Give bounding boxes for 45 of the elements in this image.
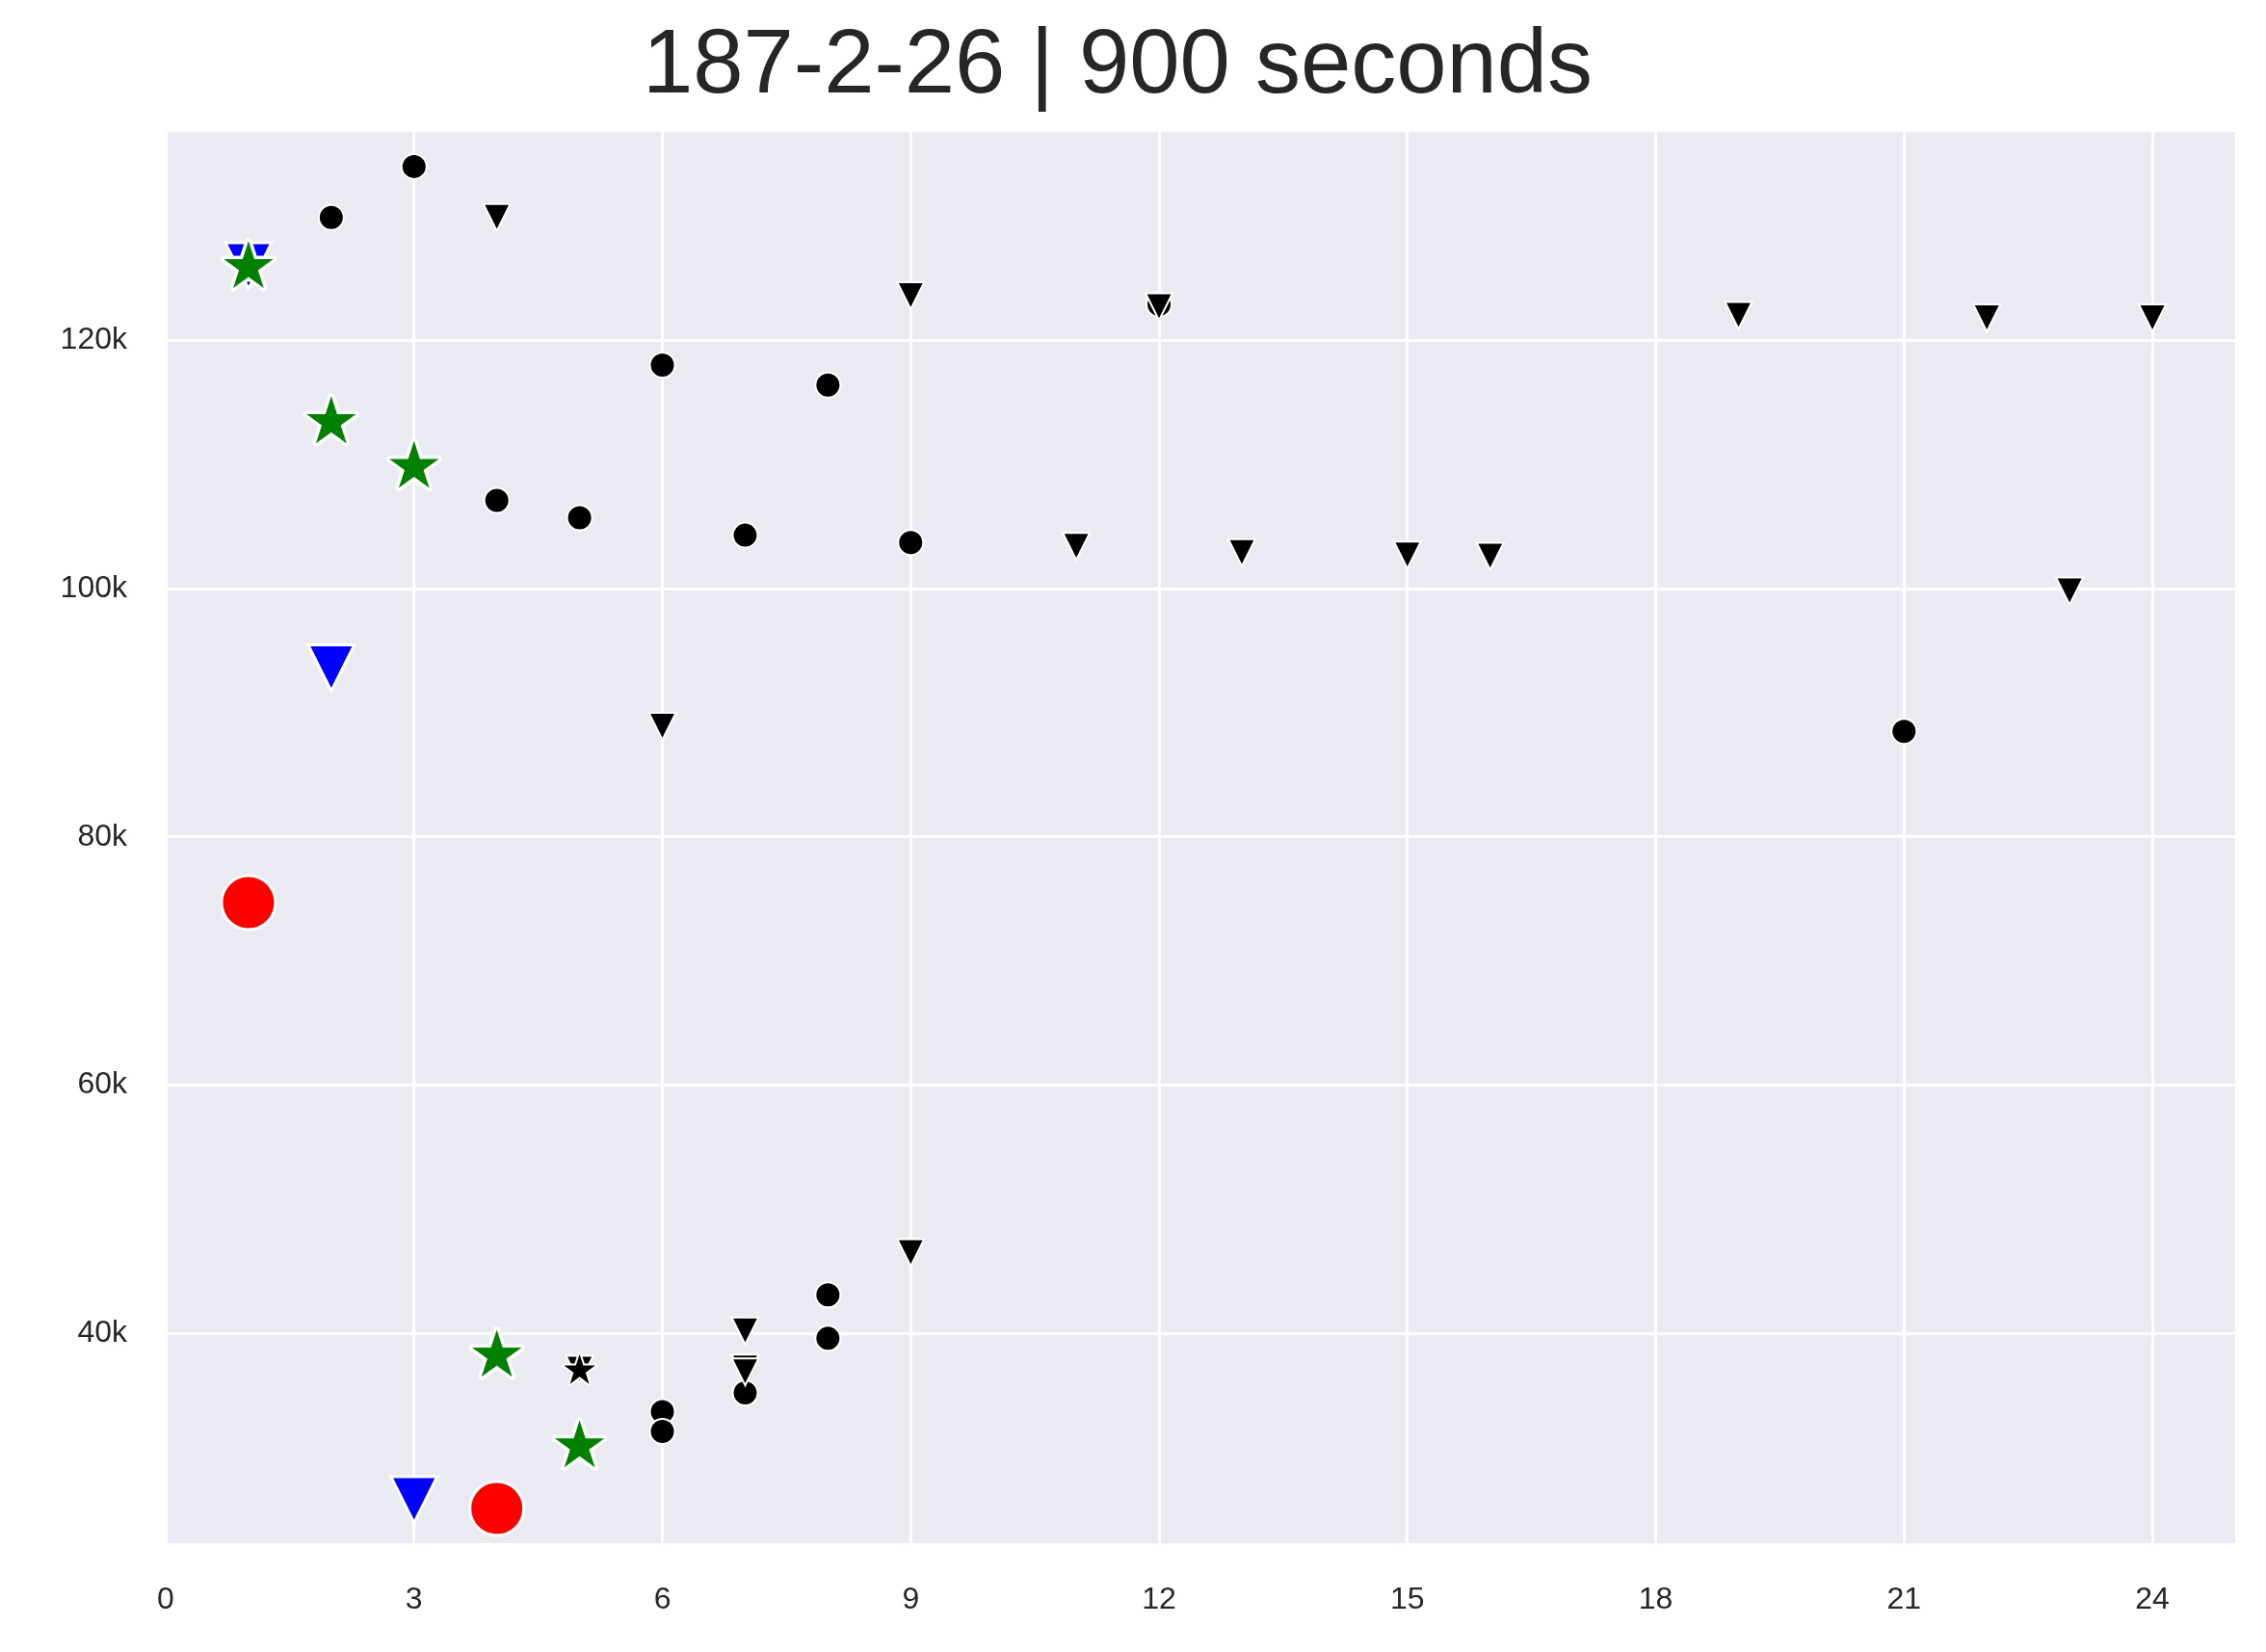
x-tick-label: 21 <box>1886 1581 1922 1616</box>
point <box>1972 303 2002 333</box>
point <box>1724 301 1753 330</box>
point <box>647 712 677 742</box>
point <box>896 280 926 310</box>
point <box>2055 576 2085 606</box>
x-tick-label: 9 <box>902 1581 920 1616</box>
y-tick-label: 120k <box>60 321 128 356</box>
point <box>317 203 345 231</box>
point <box>400 152 428 180</box>
y-tick-label: 100k <box>60 568 128 604</box>
y-tick-label: 60k <box>77 1065 128 1101</box>
y-tick-label: 40k <box>77 1314 128 1350</box>
chart-title: 187-2-26 | 900 seconds <box>643 11 1593 113</box>
point <box>566 504 593 532</box>
point <box>731 521 759 549</box>
point <box>220 874 277 931</box>
point <box>483 486 511 514</box>
point <box>2138 303 2168 333</box>
x-tick-label: 18 <box>1638 1581 1673 1616</box>
point <box>389 1475 439 1525</box>
point <box>482 202 512 232</box>
point <box>814 1281 842 1309</box>
point <box>1475 541 1505 571</box>
point <box>731 1379 759 1407</box>
x-tick-label: 12 <box>1142 1581 1176 1616</box>
point <box>897 529 925 557</box>
point <box>1062 532 1092 562</box>
point <box>648 352 676 380</box>
x-tick-label: 3 <box>405 1581 423 1616</box>
point <box>814 371 842 399</box>
x-tick-label: 24 <box>2135 1581 2170 1616</box>
x-tick-label: 0 <box>157 1581 174 1616</box>
x-tick-label: 15 <box>1390 1581 1425 1616</box>
point <box>730 1316 760 1346</box>
point <box>814 1324 842 1352</box>
point <box>1890 718 1918 746</box>
x-tick-label: 6 <box>653 1581 672 1616</box>
point <box>468 1480 526 1537</box>
y-tick-label: 80k <box>77 817 128 852</box>
point <box>648 1418 676 1446</box>
point <box>306 643 356 693</box>
point <box>896 1238 926 1268</box>
point <box>1392 540 1422 570</box>
point <box>1226 538 1256 567</box>
